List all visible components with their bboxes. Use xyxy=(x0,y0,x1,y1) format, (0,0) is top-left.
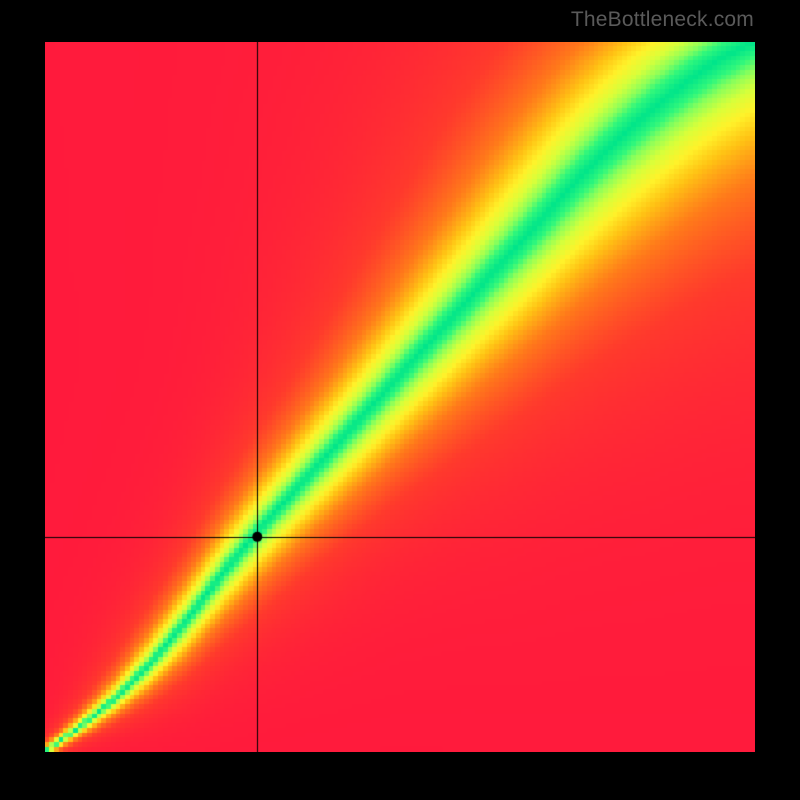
bottleneck-heatmap xyxy=(45,42,755,752)
watermark-text: TheBottleneck.com xyxy=(571,8,754,32)
heatmap-canvas xyxy=(45,42,755,752)
